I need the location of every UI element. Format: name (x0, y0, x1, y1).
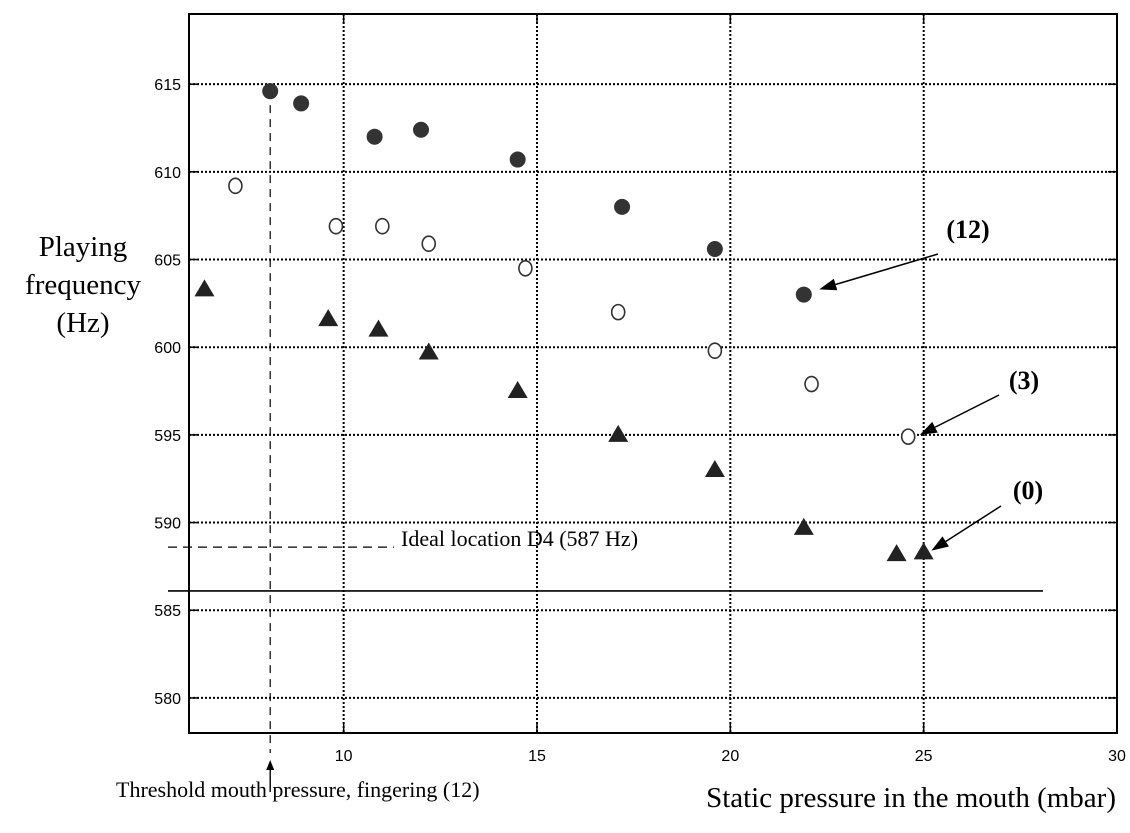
x-tick-label: 20 (721, 748, 739, 765)
annotation-arrow-head (819, 278, 838, 291)
open-circle-point (518, 259, 533, 277)
y-tick-label: 580 (154, 691, 181, 708)
filled-triangle-point (793, 517, 814, 535)
open-circle-point (900, 428, 916, 445)
x-tick-label: 15 (528, 748, 546, 765)
annotations: (12) (3) (0) (819, 215, 1043, 551)
y-tick-label: 615 (154, 77, 181, 94)
y-tick-label: 605 (154, 253, 181, 270)
filled-circle-point (413, 121, 429, 138)
open-circle-point (610, 303, 626, 321)
filled-circle-point (509, 151, 526, 168)
annotation-arrow-head (919, 421, 938, 435)
filled-circle-point (262, 83, 279, 100)
x-tick-label: 30 (1108, 748, 1126, 765)
y-axis-label-line-2: frequency (25, 269, 141, 301)
filled-triangle-point (368, 319, 389, 337)
plot-frame (188, 13, 1118, 734)
filled-triangle-point (318, 309, 339, 327)
x-tick-label: 10 (335, 748, 353, 765)
x-axis-label: Static pressure in the mouth (mbar) (706, 782, 1116, 814)
y-axis-label-line-3: (Hz) (56, 307, 109, 339)
filled-triangle-point (418, 342, 439, 360)
annotation-arrow-head (931, 536, 949, 551)
axis-ticks: 580 585 590 595 600 605 610 615 10 15 20 25 30 (154, 14, 1126, 765)
open-circle-point (804, 375, 819, 393)
filled-circle-point (706, 240, 723, 257)
annotation-arrow-shaft (835, 253, 939, 286)
series-label: (3) (1009, 366, 1039, 395)
y-tick-label: 600 (154, 340, 181, 357)
filled-triangle-point (608, 424, 629, 442)
annotation-arrow-shaft (945, 505, 1002, 543)
ideal-location-label: Ideal location D4 (587 Hz) (401, 526, 638, 551)
open-circle-point (707, 342, 723, 360)
threshold-arrow-head (266, 760, 275, 770)
grid-lines (189, 14, 1117, 733)
filled-circle-point (795, 286, 812, 303)
open-circle-point (421, 235, 437, 253)
y-tick-label: 595 (154, 428, 181, 445)
y-axis-label-line-1: Playing (39, 231, 128, 263)
filled-triangle-point (704, 459, 725, 477)
reference-lines (168, 91, 1043, 792)
filled-circle-point (366, 128, 383, 145)
open-circle-point (328, 217, 344, 235)
data-points (194, 83, 934, 562)
filled-triangle-point (886, 544, 907, 562)
open-circle-point (375, 217, 390, 235)
series-label: (0) (1013, 476, 1043, 505)
annotation-arrow-shaft (934, 394, 1000, 428)
y-tick-label: 610 (154, 165, 181, 182)
filled-triangle-point (194, 279, 215, 297)
open-circle-point (228, 177, 243, 195)
filled-circle-point (293, 95, 310, 112)
y-tick-label: 585 (154, 603, 181, 620)
x-tick-label: 25 (915, 748, 933, 765)
series-label: (12) (946, 215, 989, 244)
threshold-label: Threshold mouth pressure, fingering (12) (116, 777, 480, 802)
filled-triangle-point (913, 542, 934, 560)
y-tick-label: 590 (154, 516, 181, 533)
filled-triangle-point (507, 381, 528, 399)
filled-circle-point (614, 198, 631, 215)
